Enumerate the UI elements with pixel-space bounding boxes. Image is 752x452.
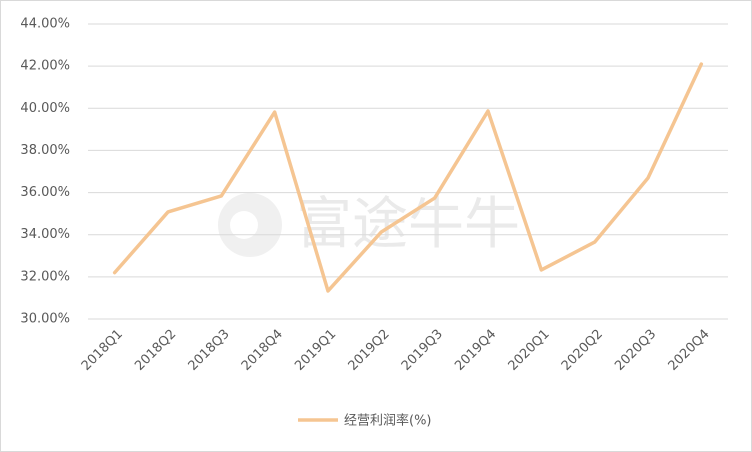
y-tick-label: 40.00%	[20, 101, 70, 116]
watermark-logo	[218, 193, 282, 257]
watermark: 富途牛牛	[296, 192, 520, 257]
series-line	[112, 62, 704, 293]
y-tick-label: 42.00%	[20, 59, 70, 74]
y-tick-label: 36.00%	[20, 185, 70, 200]
legend-label: 经营利润率(%)	[344, 413, 432, 429]
y-tick-label: 30.00%	[20, 312, 70, 327]
y-tick-label: 32.00%	[20, 269, 70, 284]
y-tick-label: 34.00%	[20, 227, 70, 242]
y-tick-label: 44.00%	[20, 17, 70, 32]
y-tick-label: 38.00%	[20, 143, 70, 158]
